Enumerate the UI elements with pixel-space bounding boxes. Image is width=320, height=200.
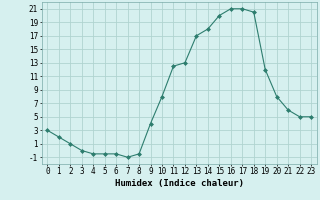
X-axis label: Humidex (Indice chaleur): Humidex (Indice chaleur) (115, 179, 244, 188)
